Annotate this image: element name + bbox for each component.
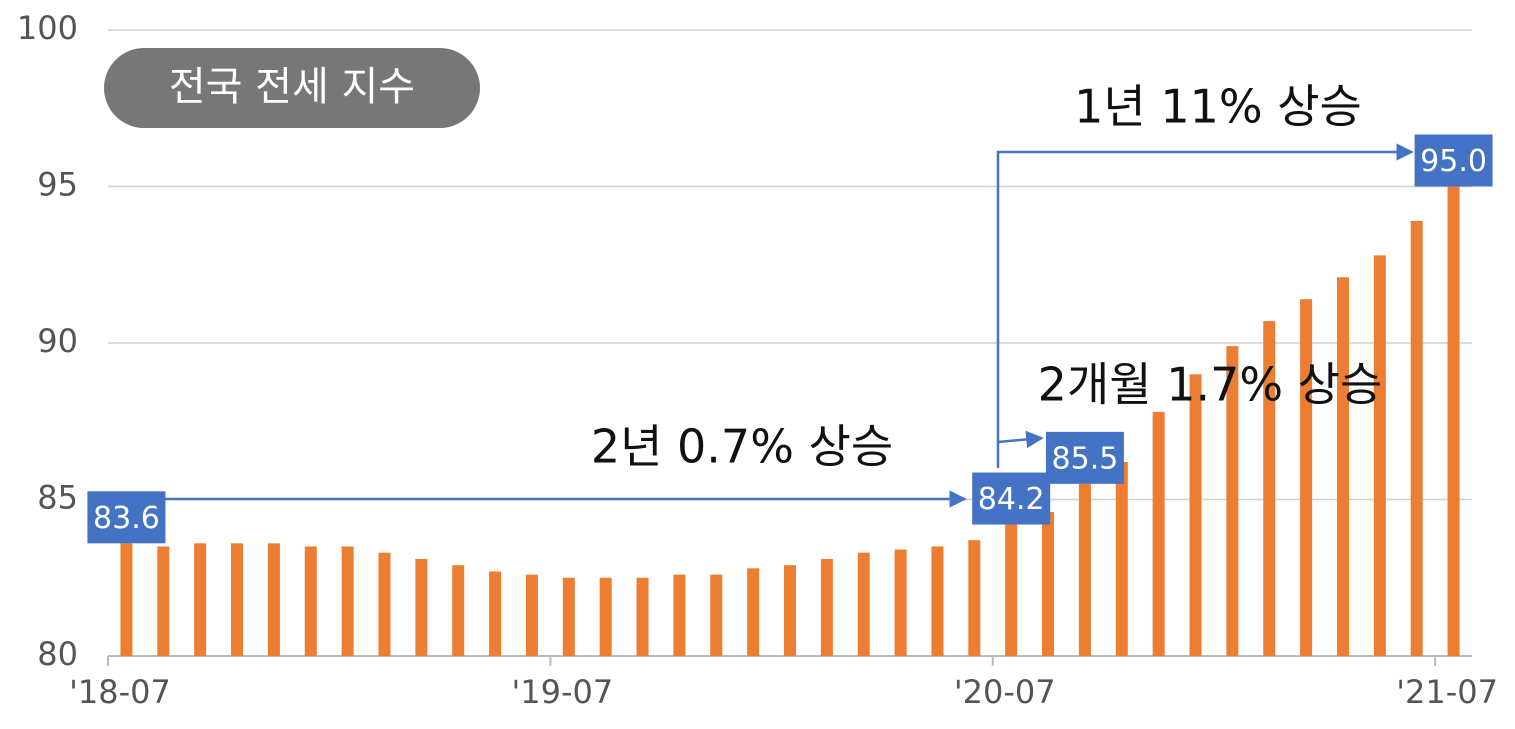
bar [968, 540, 981, 656]
data-label: 95.0 [1420, 144, 1487, 179]
bar [857, 552, 870, 656]
bar [120, 543, 133, 656]
bar [267, 543, 280, 656]
bar [1300, 299, 1313, 656]
bar [1189, 374, 1202, 656]
bar [415, 558, 428, 656]
bar [1115, 461, 1128, 656]
annotation: 1년 11% 상승 [1074, 80, 1362, 134]
bar [599, 577, 612, 656]
arrow [997, 430, 1044, 449]
bar [341, 546, 354, 656]
bar [710, 574, 723, 656]
y-tick-label: 100 [17, 9, 78, 47]
data-label-bg [972, 472, 1051, 525]
bar [1373, 255, 1386, 657]
bar [194, 543, 207, 656]
bar [157, 546, 170, 656]
bar [1152, 411, 1165, 656]
data-label: 84.2 [978, 482, 1045, 517]
y-tick-label: 95 [37, 166, 78, 204]
bar [820, 558, 833, 656]
data-label: 85.5 [1052, 441, 1119, 476]
bar [1410, 220, 1423, 656]
bar [636, 577, 649, 656]
bar [452, 565, 465, 656]
y-tick-label: 90 [37, 322, 78, 360]
bar [747, 568, 760, 656]
data-label-bg [87, 491, 166, 544]
bar [562, 577, 575, 656]
bar [1336, 277, 1349, 656]
x-tick-label: '20-07 [954, 673, 1056, 711]
bar [673, 574, 686, 656]
bar [231, 543, 244, 656]
annotation: 2개월 1.7% 상승 [1038, 358, 1383, 412]
arrow [996, 143, 1414, 468]
bar [1263, 321, 1276, 656]
y-tick-label: 80 [37, 635, 78, 673]
data-label: 83.6 [93, 501, 160, 536]
bar [1005, 524, 1018, 656]
data-label-bg [1414, 134, 1493, 187]
bar [304, 546, 317, 656]
bar [1078, 483, 1091, 656]
data-label-bg [1045, 431, 1124, 484]
bar [525, 574, 538, 656]
badge: 전국 전세 지수 [169, 64, 415, 110]
bar [378, 552, 391, 656]
bar [931, 546, 944, 656]
bar [894, 549, 907, 656]
bar [1447, 186, 1460, 656]
bar [1042, 512, 1055, 656]
x-tick-label: '19-07 [511, 673, 613, 711]
y-tick-label: 85 [37, 479, 78, 517]
bar [1226, 346, 1239, 656]
badge-bg [104, 48, 480, 128]
x-tick-label: '21-07 [1396, 673, 1498, 711]
bar [489, 571, 502, 656]
bar [784, 565, 796, 656]
annotation: 2년 0.7% 상승 [591, 420, 893, 474]
x-tick-label: '18-07 [69, 673, 171, 711]
